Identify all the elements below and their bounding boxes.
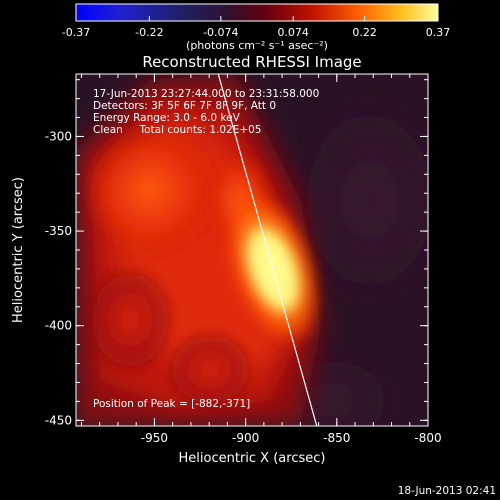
- info-time-range: 17-Jun-2013 23:27:44.000 to 23:31:58.000: [93, 88, 319, 100]
- y-tick-label: -400: [45, 319, 72, 333]
- x-axis-label: Heliocentric X (arcsec): [179, 451, 326, 466]
- colorbar-tick-label: -0.074: [203, 26, 238, 39]
- solar-limb-line: [217, 74, 318, 426]
- heatmap-image: [76, 74, 428, 426]
- y-axis-label: Heliocentric Y (arcsec): [11, 177, 26, 323]
- info-detectors: Detectors: 3F 5F 6F 7F 8F 9F, Att 0: [93, 100, 276, 112]
- colorbar: -0.37 -0.22 -0.074 0.074 0.22 0.37 (photons c…: [62, 3, 450, 52]
- y-tick-label: -450: [45, 413, 72, 427]
- timestamp: 18-Jun-2013 02:41: [398, 485, 496, 497]
- colorbar-tick-label: 0.22: [352, 26, 377, 39]
- colorbar-tick-label: 0.37: [426, 26, 451, 39]
- peak-position-label: Position of Peak = [-882,-371]: [93, 398, 250, 410]
- info-energy-range: Energy Range: 3.0 - 6.0 keV: [93, 112, 241, 124]
- x-tick-label: -800: [414, 431, 441, 445]
- x-axis-ticks: -950 -900 -850 -800: [80, 74, 442, 445]
- info-block: 17-Jun-2013 23:27:44.000 to 23:31:58.000…: [93, 88, 319, 136]
- colorbar-unit-label: (photons cm⁻² s⁻¹ asec⁻²): [186, 39, 328, 52]
- y-tick-label: -300: [45, 129, 72, 143]
- colorbar-gradient: [75, 3, 439, 22]
- y-tick-label: -350: [45, 224, 72, 238]
- y-axis-ticks: -300 -350 -400 -450: [45, 79, 428, 427]
- x-tick-label: -850: [323, 431, 350, 445]
- colorbar-tick-label: 0.074: [277, 26, 309, 39]
- colorbar-tick-label: -0.37: [62, 26, 90, 39]
- colorbar-ticks: -0.37 -0.22 -0.074 0.074 0.22 0.37: [62, 16, 450, 39]
- x-tick-label: -900: [232, 431, 259, 445]
- colorbar-tick-label: -0.22: [135, 26, 163, 39]
- chart-title: Reconstructed RHESSI Image: [142, 53, 361, 71]
- info-clean-counts: Clean Total counts: 1.02E+05: [93, 124, 262, 136]
- x-tick-label: -950: [141, 431, 168, 445]
